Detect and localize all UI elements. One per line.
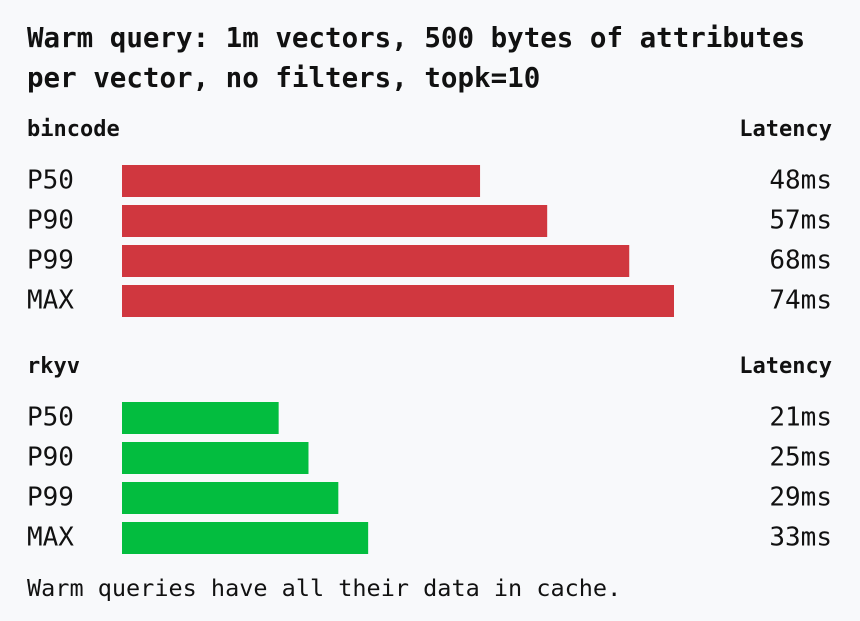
value-header: Latency xyxy=(739,354,832,379)
chart: bincode Latency P50 48ms P90 57ms P99 68ms MAX 74… xyxy=(27,117,832,554)
value-label: 57ms xyxy=(769,206,832,236)
value-label: 21ms xyxy=(769,403,832,433)
bar xyxy=(122,245,630,277)
value-label: 68ms xyxy=(769,246,832,276)
value-label: 33ms xyxy=(769,523,832,553)
value-label: 25ms xyxy=(769,443,832,473)
category-label: P90 xyxy=(27,206,74,236)
bar xyxy=(122,285,674,317)
bar xyxy=(122,165,481,197)
bar xyxy=(122,205,548,237)
category-label: MAX xyxy=(27,286,74,316)
category-label: P99 xyxy=(27,483,74,513)
value-label: 74ms xyxy=(769,286,832,316)
category-label: P50 xyxy=(27,403,74,433)
value-header: Latency xyxy=(739,117,832,142)
category-label: P90 xyxy=(27,443,74,473)
bar xyxy=(122,402,279,434)
bar xyxy=(122,522,369,554)
panel-title: bincode xyxy=(27,117,120,142)
value-label: 48ms xyxy=(769,166,832,196)
footnote: Warm queries have all their data in cach… xyxy=(27,574,622,602)
panel-title: rkyv xyxy=(27,354,80,379)
bar xyxy=(122,442,309,474)
value-label: 29ms xyxy=(769,483,832,513)
bar xyxy=(122,482,339,514)
chart-title: Warm query: 1m vectors, 500 bytes of att… xyxy=(27,22,806,94)
category-label: MAX xyxy=(27,523,74,553)
category-label: P99 xyxy=(27,246,74,276)
category-label: P50 xyxy=(27,166,74,196)
